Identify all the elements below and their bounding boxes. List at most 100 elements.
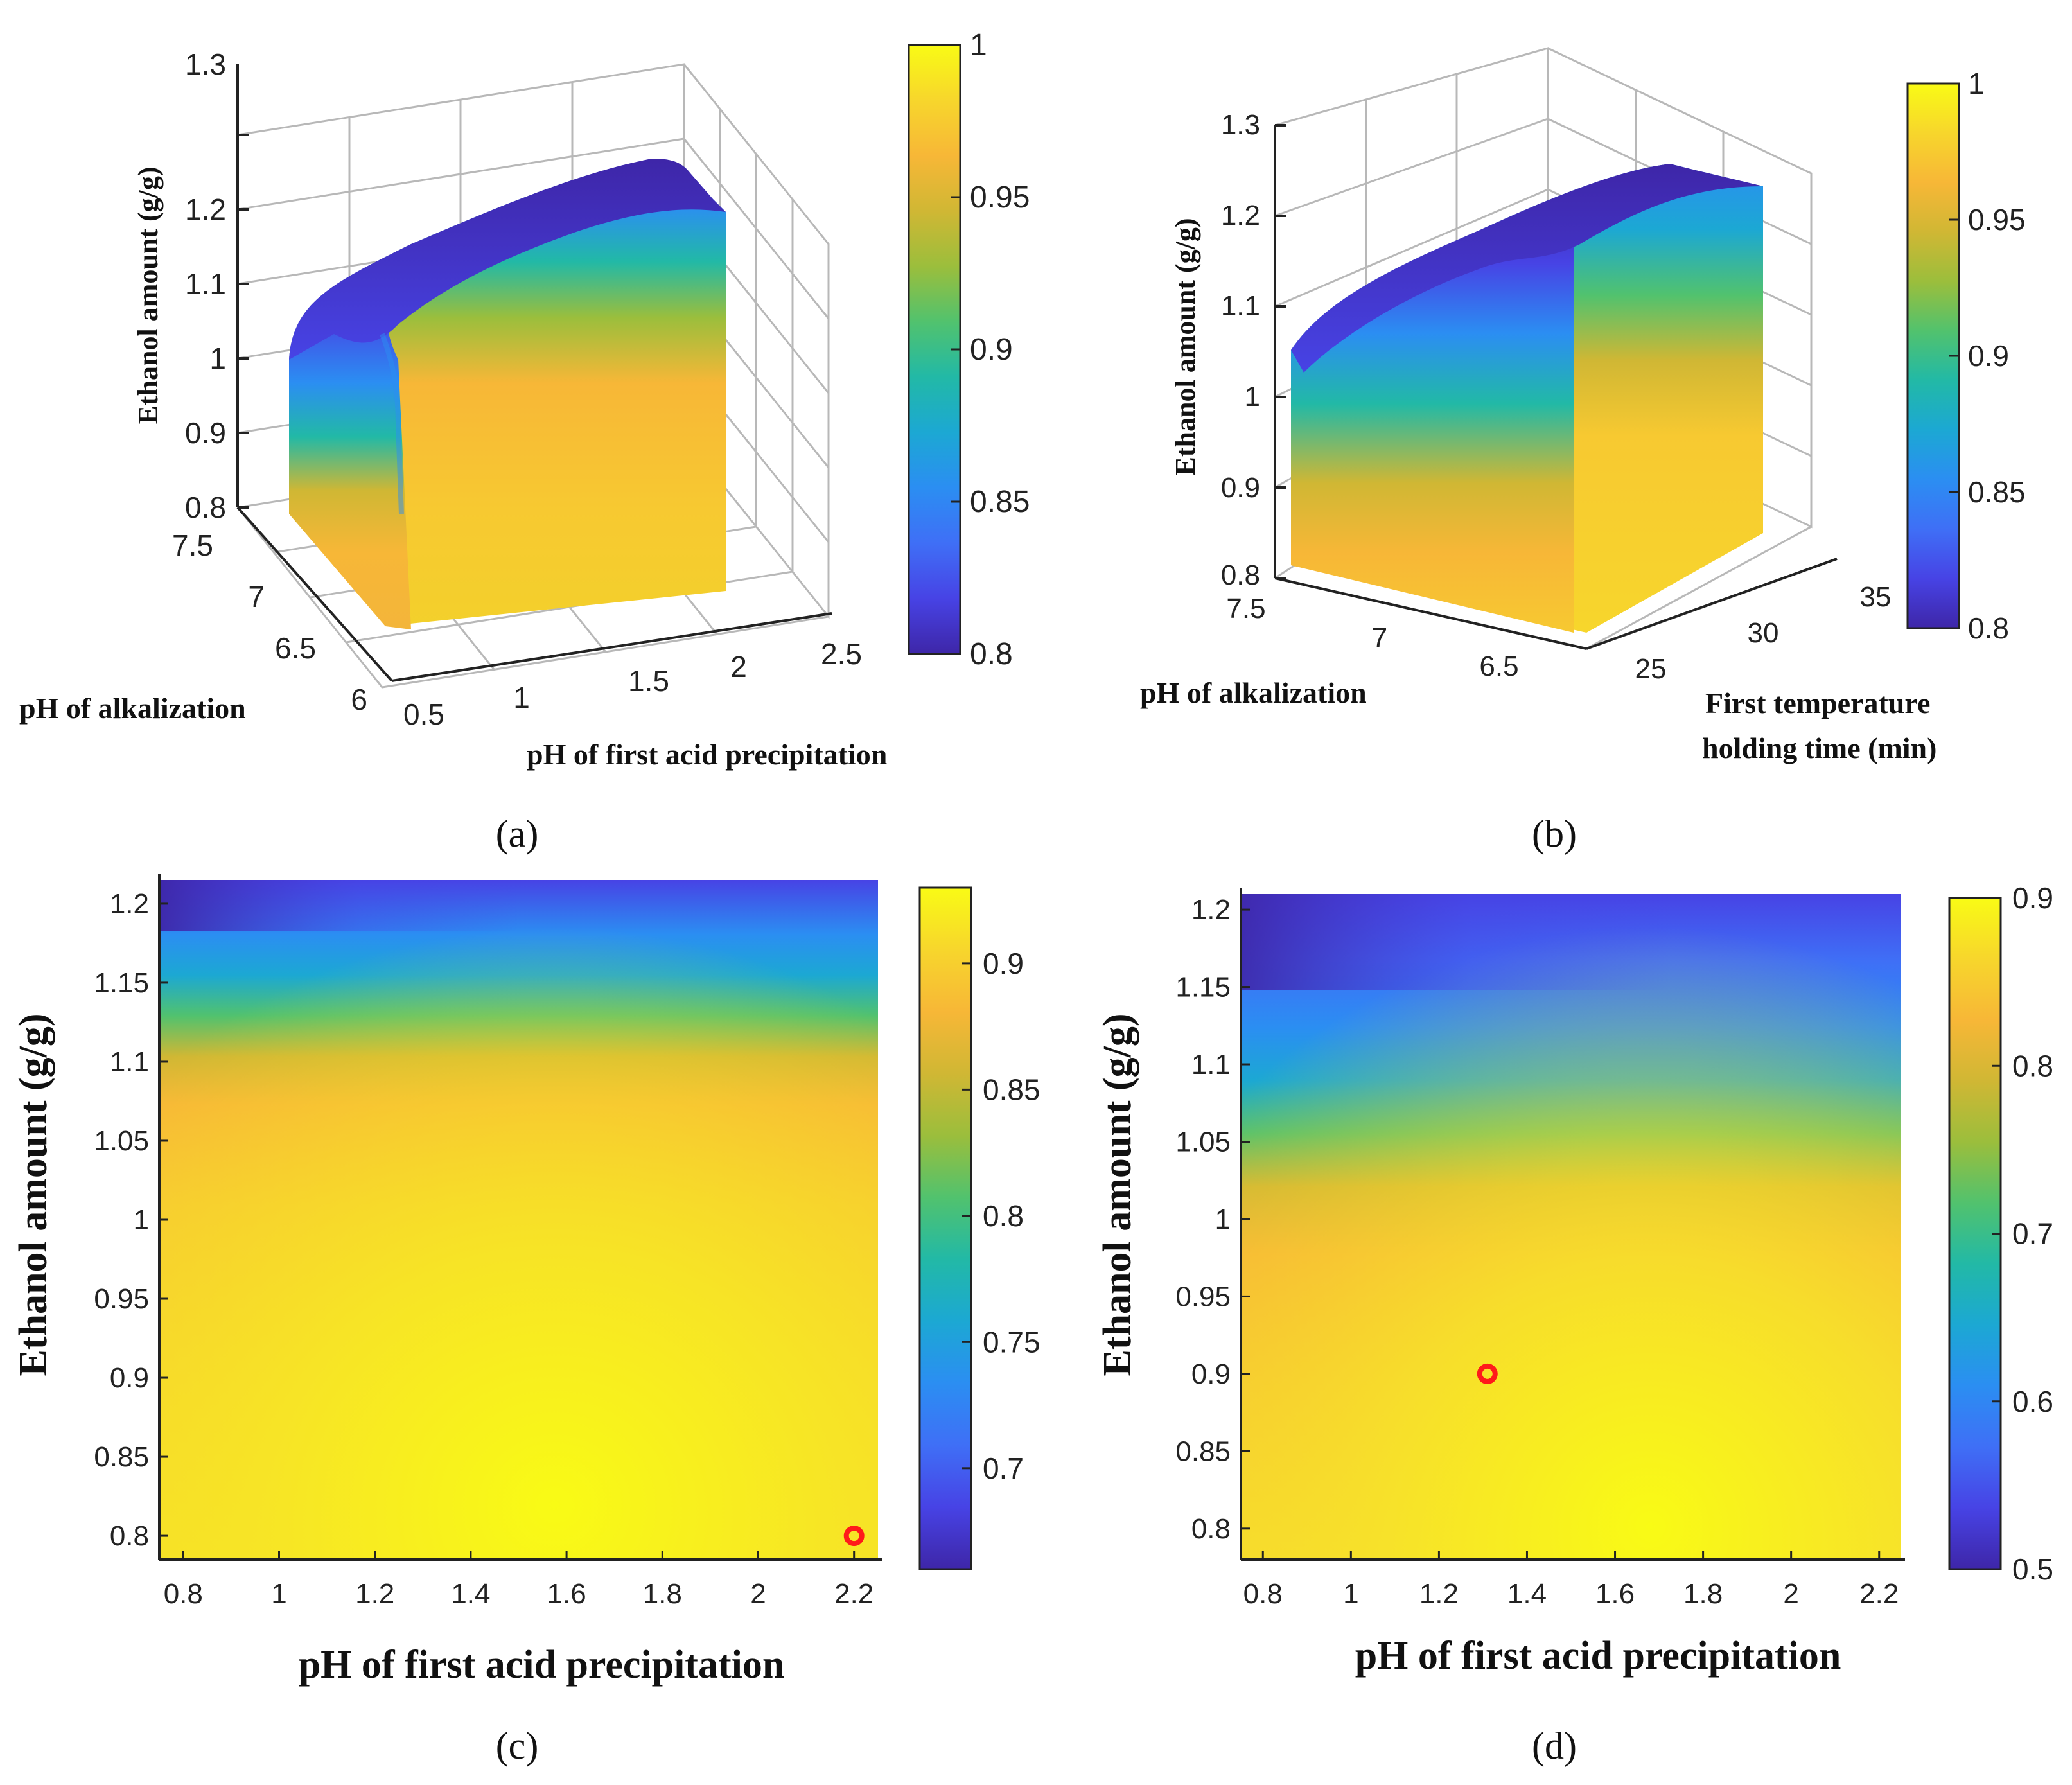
panel-a-colorbar-tick-label: 0.95 xyxy=(970,180,1030,215)
panel-d-y-tick-label: 1.1 xyxy=(1191,1049,1231,1080)
panel-c-y-tick-label: 0.9 xyxy=(110,1362,149,1394)
panel-a-colorbar: 1 0.95 0.9 0.85 0.8 xyxy=(908,28,1030,671)
panel-b-surface xyxy=(1291,164,1763,633)
panel-d-y-tick-label: 0.95 xyxy=(1175,1281,1231,1312)
panel-b-colorbar-tick-label: 0.9 xyxy=(1968,339,2009,373)
panel-b-x-tick-label: 35 xyxy=(1860,581,1892,613)
panel-d-y-tick-label: 0.85 xyxy=(1175,1436,1231,1467)
panel-c-x-tick-label: 2 xyxy=(750,1578,766,1610)
panel-d-y-tick-label: 1.05 xyxy=(1175,1126,1231,1157)
panel-b-z-tick-label: 0.9 xyxy=(1221,472,1260,504)
panel-b-z-tick-label: 1 xyxy=(1245,381,1260,412)
panel-d-colorbar-tick-label: 0.8 xyxy=(2012,1049,2053,1082)
panel-d-axes: 0.8 1 1.2 1.4 1.6 1.8 2 2.2 0.8 0.85 0.9 0.95 1 1.05 1… xyxy=(1175,888,1905,1610)
panel-d-y-axis-label: Ethanol amount (g/g) xyxy=(1096,1014,1139,1376)
panel-c-y-tick-label: 1.2 xyxy=(110,888,149,920)
panel-b-z-tick-label: 0.8 xyxy=(1221,559,1260,591)
panel-c-y-tick-label: 1.05 xyxy=(94,1125,149,1157)
panel-a-colorbar-tick-label: 0.9 xyxy=(970,333,1013,367)
panel-b-z-tick-label: 1.2 xyxy=(1221,200,1260,231)
panel-a-z-tick-label: 0.8 xyxy=(185,491,226,524)
panel-c-x-tick-label: 1.8 xyxy=(643,1578,682,1610)
panel-d-colorbar-tick-label: 0.5 xyxy=(2012,1552,2053,1586)
panel-b-front-axes xyxy=(1274,125,1838,650)
panel-a-colorbar-tick-label: 0.8 xyxy=(970,637,1013,671)
panel-d-colorbar-tick-label: 0.9 xyxy=(2012,881,2053,915)
panel-c-heatmap-field xyxy=(159,880,878,1560)
panel-c-colorbar-tick-label: 0.7 xyxy=(983,1452,1024,1485)
panel-c-colorbar-tick-label: 0.9 xyxy=(983,947,1024,980)
panel-d-x-tick-label: 1.2 xyxy=(1419,1578,1459,1610)
panel-a-label: (a) xyxy=(496,813,539,855)
panel-b-y-tick-label: 7 xyxy=(1372,622,1387,654)
panel-b-z-tick-label: 1.3 xyxy=(1221,109,1260,141)
panel-c-axes: 0.8 1 1.2 1.4 1.6 1.8 2 2.2 0.8 0.85 0.9 0.95 1 1.05 1… xyxy=(94,874,882,1610)
panel-c-y-tick-label: 1.1 xyxy=(110,1046,149,1078)
panel-b-colorbar-tick-label: 0.95 xyxy=(1968,203,2026,236)
panel-c-y-tick-label: 0.95 xyxy=(94,1283,149,1315)
panel-c-colorbar-tick-label: 0.75 xyxy=(983,1325,1040,1359)
panel-d-y-tick-label: 0.9 xyxy=(1191,1359,1231,1390)
panel-d-label: (d) xyxy=(1532,1725,1577,1767)
panel-b-x-tick-label: 30 xyxy=(1748,617,1779,649)
panel-d-y-tick-label: 1.15 xyxy=(1175,972,1231,1003)
panel-c-y-axis-label: Ethanol amount (g/g) xyxy=(12,1014,55,1376)
panel-d-y-tick-label: 1.2 xyxy=(1191,894,1231,926)
panel-c-x-tick-label: 1.6 xyxy=(547,1578,586,1610)
panel-a-colorbar-tick-label: 1 xyxy=(970,28,987,62)
panel-a-x-tick-label: 2.5 xyxy=(821,637,862,671)
panel-a-surface-plot: 0.8 0.9 1 1.1 1.2 1.3 7.5 7 6.5 6 0.5 1 … xyxy=(19,28,1030,855)
panel-b-colorbar-tick-label: 1 xyxy=(1968,67,1985,100)
panel-a-surface xyxy=(289,159,726,629)
panel-c-label: (c) xyxy=(496,1725,539,1767)
panel-a-z-tick-label: 1 xyxy=(209,342,226,375)
panel-b-y-tick-label: 6.5 xyxy=(1479,651,1518,682)
panel-c-optimum-marker xyxy=(843,1526,865,1547)
panel-a-y-axis-label: pH of alkalization xyxy=(19,692,246,725)
panel-a-y-tick-label: 7.5 xyxy=(172,529,213,562)
panel-c-y-tick-label: 0.85 xyxy=(94,1441,149,1473)
panel-b-colorbar-tick-label: 0.8 xyxy=(1968,611,2009,645)
panel-c-x-tick-label: 1.2 xyxy=(355,1578,394,1610)
panel-d-x-tick-label: 1 xyxy=(1343,1578,1358,1610)
panel-d-heatmap-field xyxy=(1241,894,1901,1560)
panel-a-y-tick-label: 6 xyxy=(351,683,367,716)
panel-d-optimum-marker xyxy=(1477,1363,1498,1384)
panel-d-y-tick-label: 1 xyxy=(1215,1204,1231,1235)
panel-d-colorbar-tick-label: 0.7 xyxy=(2012,1217,2053,1251)
panel-b-y-tick-label: 7.5 xyxy=(1226,593,1265,624)
panel-c-colorbar-tick-label: 0.85 xyxy=(983,1073,1040,1106)
panel-a-y-tick-label: 6.5 xyxy=(275,631,316,665)
panel-b-x-tick-label: 25 xyxy=(1635,653,1667,685)
panel-d-x-tick-label: 1.8 xyxy=(1683,1578,1723,1610)
panel-a-z-tick-label: 0.9 xyxy=(185,416,226,450)
panel-d-x-tick-label: 2 xyxy=(1783,1578,1798,1610)
panel-b-colorbar: 1 0.95 0.9 0.85 0.8 xyxy=(1906,67,2026,645)
panel-b-y-axis-label: pH of alkalization xyxy=(1140,676,1367,709)
panel-a-x-axis-label: pH of first acid precipitation xyxy=(527,738,887,771)
panel-b-x-axis-label-line1: First temperature xyxy=(1705,687,1930,719)
panel-d-x-tick-label: 1.6 xyxy=(1595,1578,1635,1610)
panel-d-x-tick-label: 1.4 xyxy=(1507,1578,1547,1610)
panel-c-y-tick-label: 0.8 xyxy=(110,1520,149,1552)
panel-c-x-axis-label: pH of first acid precipitation xyxy=(299,1643,785,1687)
panel-a-y-tick-label: 7 xyxy=(248,580,265,613)
panel-b-z-axis-label: Ethanol amount (g/g) xyxy=(1170,218,1201,476)
panel-c-x-tick-label: 1.4 xyxy=(451,1578,490,1610)
panel-b-colorbar-tick-label: 0.85 xyxy=(1968,475,2026,509)
panel-a-x-tick-label: 1 xyxy=(513,681,530,714)
panel-a-z-tick-label: 1.2 xyxy=(185,193,226,226)
panel-d-colorbar: 0.5 0.6 0.7 0.8 0.9 xyxy=(1948,881,2053,1586)
panel-d-heatmap: 0.8 1 1.2 1.4 1.6 1.8 2 2.2 0.8 0.85 0.9 0.95 1 1.05 1… xyxy=(1096,881,2053,1767)
panel-c-x-tick-label: 0.8 xyxy=(164,1578,203,1610)
panel-a-x-tick-label: 1.5 xyxy=(628,664,669,698)
panel-b-z-tick-label: 1.1 xyxy=(1221,290,1260,322)
panel-b-surface-plot: 0.8 0.9 1 1.1 1.2 1.3 7.5 7 6.5 25 30 35… xyxy=(1140,47,2026,855)
panel-a-x-tick-label: 0.5 xyxy=(403,698,444,731)
panel-a-z-axis-label: Ethanol amount (g/g) xyxy=(132,167,164,425)
panel-d-x-axis-label: pH of first acid precipitation xyxy=(1355,1634,1841,1678)
panel-c-x-tick-label: 1 xyxy=(271,1578,286,1610)
panel-d-colorbar-tick-label: 0.6 xyxy=(2012,1385,2053,1418)
panel-b-x-axis-label-line2: holding time (min) xyxy=(1702,732,1936,764)
